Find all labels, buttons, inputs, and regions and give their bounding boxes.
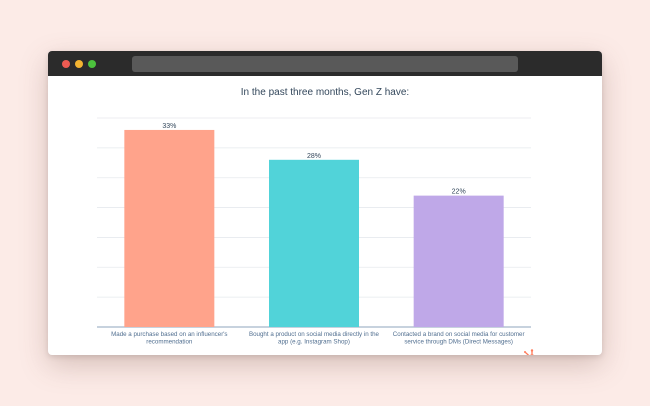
browser-titlebar — [48, 51, 602, 76]
bar — [413, 195, 504, 327]
chart-title: In the past three months, Gen Z have: — [241, 87, 409, 98]
bar — [124, 129, 215, 327]
bar-value-label: 22% — [452, 189, 466, 196]
bars — [124, 129, 504, 327]
address-bar[interactable] — [132, 56, 518, 72]
category-label: Bought a product on social media directl… — [249, 331, 380, 338]
close-window-icon[interactable] — [62, 60, 70, 68]
bar-value-label: 28% — [307, 153, 321, 160]
hubspot-sprocket-icon — [524, 349, 534, 355]
category-labels: Made a purchase based on an influencer's… — [111, 331, 524, 346]
category-label: recommendation — [146, 339, 193, 346]
bar-chart: In the past three months, Gen Z have: 33… — [97, 87, 534, 355]
bar — [269, 159, 359, 327]
minimize-window-icon[interactable] — [75, 60, 83, 68]
browser-window: In the past three months, Gen Z have: 33… — [48, 51, 602, 355]
chart-area: In the past three months, Gen Z have: 33… — [48, 76, 602, 355]
category-label: app (e.g. Instagram Shop) — [278, 339, 350, 346]
category-label: Made a purchase based on an influencer's — [111, 331, 227, 338]
category-label: Contacted a brand on social media for cu… — [393, 331, 525, 338]
data-labels: 33% 28% 22% — [162, 123, 465, 196]
bar-value-label: 33% — [162, 123, 176, 130]
category-label: service through DMs (Direct Messages) — [404, 339, 513, 346]
maximize-window-icon[interactable] — [88, 60, 96, 68]
